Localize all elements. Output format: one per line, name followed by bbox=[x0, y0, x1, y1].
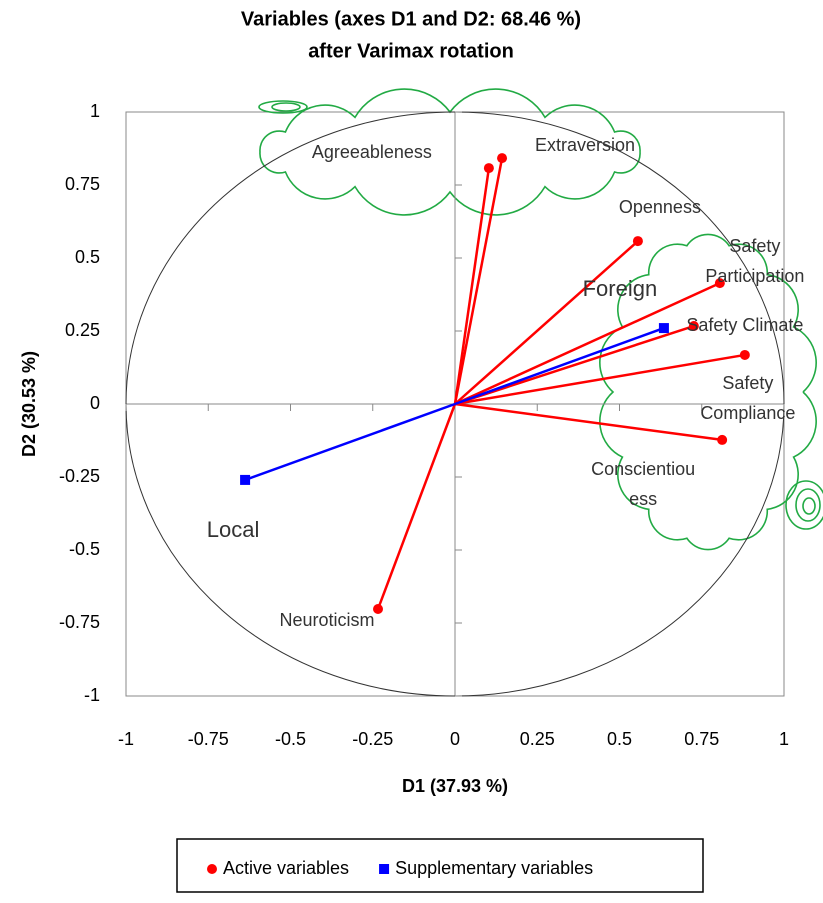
y-tick-label: -0.75 bbox=[59, 612, 100, 632]
point-label: Openness bbox=[619, 197, 701, 217]
y-axis-title: D2 (30.53 %) bbox=[19, 351, 39, 457]
point-label-line: Participation bbox=[705, 266, 804, 286]
point-label-line: Local bbox=[207, 517, 260, 542]
chart-subtitle: after Varimax rotation bbox=[308, 40, 514, 62]
y-tick-label: 0 bbox=[90, 393, 100, 413]
cloud-swirl bbox=[785, 480, 823, 530]
y-tick-label: 0.25 bbox=[65, 320, 100, 340]
point-label-line: Extraversion bbox=[535, 135, 635, 155]
vector bbox=[454, 240, 639, 405]
point-label-line: Conscientiou bbox=[591, 459, 695, 479]
point-label-line: Safety bbox=[722, 373, 773, 393]
x-tick-label: 0 bbox=[450, 729, 460, 749]
vector bbox=[453, 157, 504, 405]
point-label-line: Safety bbox=[729, 236, 780, 256]
y-tick-label: 0.75 bbox=[65, 174, 100, 194]
x-tick-label: 0.25 bbox=[520, 729, 555, 749]
vector bbox=[453, 167, 491, 405]
point-label-line: Foreign bbox=[583, 276, 658, 301]
point bbox=[483, 163, 494, 174]
vector bbox=[454, 326, 665, 406]
cloud-swirl bbox=[271, 102, 301, 112]
x-tick-label: -0.5 bbox=[275, 729, 306, 749]
point-label: Foreign bbox=[583, 276, 658, 301]
point bbox=[717, 434, 728, 445]
point-label-line: Neuroticism bbox=[279, 610, 374, 630]
point bbox=[714, 278, 725, 289]
legend-label: Supplementary variables bbox=[395, 858, 593, 878]
x-tick-label: 1 bbox=[779, 729, 789, 749]
vector bbox=[454, 281, 721, 406]
chart-title: Variables (axes D1 and D2: 68.46 %) bbox=[241, 8, 581, 30]
vector bbox=[454, 324, 695, 406]
x-tick-label: 0.75 bbox=[684, 729, 719, 749]
y-tick-label: 1 bbox=[90, 101, 100, 121]
cloud bbox=[259, 88, 641, 216]
point-label: Neuroticism bbox=[279, 610, 374, 630]
point-label: Safety Compliance bbox=[700, 373, 795, 423]
point-label-line: Safety Climate bbox=[686, 315, 803, 335]
y-tick-label: 0.5 bbox=[75, 247, 100, 267]
vector bbox=[454, 402, 723, 442]
legend-marker bbox=[379, 864, 390, 874]
cloud-swirl bbox=[795, 488, 821, 522]
point-label-line: Agreeableness bbox=[312, 142, 432, 162]
legend bbox=[176, 838, 704, 893]
x-tick-label: -1 bbox=[118, 729, 134, 749]
cloud-swirl bbox=[258, 100, 308, 114]
legend-marker bbox=[207, 864, 217, 874]
point-label: Local bbox=[207, 517, 260, 542]
x-tick-label: -0.75 bbox=[188, 729, 229, 749]
cloud bbox=[599, 233, 817, 551]
legend-label: Active variables bbox=[223, 858, 349, 878]
x-tick-label: 0.5 bbox=[607, 729, 632, 749]
point-label-line: ess bbox=[629, 489, 657, 509]
y-tick-label: -1 bbox=[84, 685, 100, 705]
point-label: Safety Climate bbox=[686, 315, 803, 335]
cloud-swirl bbox=[802, 497, 816, 515]
point bbox=[240, 474, 251, 485]
point-label: Extraversion bbox=[535, 135, 635, 155]
vector bbox=[454, 353, 746, 406]
point bbox=[497, 153, 508, 164]
y-tick-label: -0.25 bbox=[59, 466, 100, 486]
point-label-line: Compliance bbox=[700, 403, 795, 423]
point bbox=[632, 236, 643, 247]
point-label: Safety Participation bbox=[705, 236, 804, 286]
point bbox=[658, 323, 669, 334]
point bbox=[373, 603, 384, 614]
point bbox=[739, 349, 750, 360]
point-label: Agreeableness bbox=[312, 142, 432, 162]
y-tick-label: -0.5 bbox=[69, 539, 100, 559]
point-label-line: Openness bbox=[619, 197, 701, 217]
x-axis-title: D1 (37.93 %) bbox=[402, 776, 508, 796]
vector bbox=[244, 402, 456, 482]
vector bbox=[376, 403, 457, 610]
x-tick-label: -0.25 bbox=[352, 729, 393, 749]
clouds bbox=[258, 88, 823, 551]
point-label: Conscientiou ess bbox=[591, 459, 695, 509]
point bbox=[688, 321, 699, 332]
